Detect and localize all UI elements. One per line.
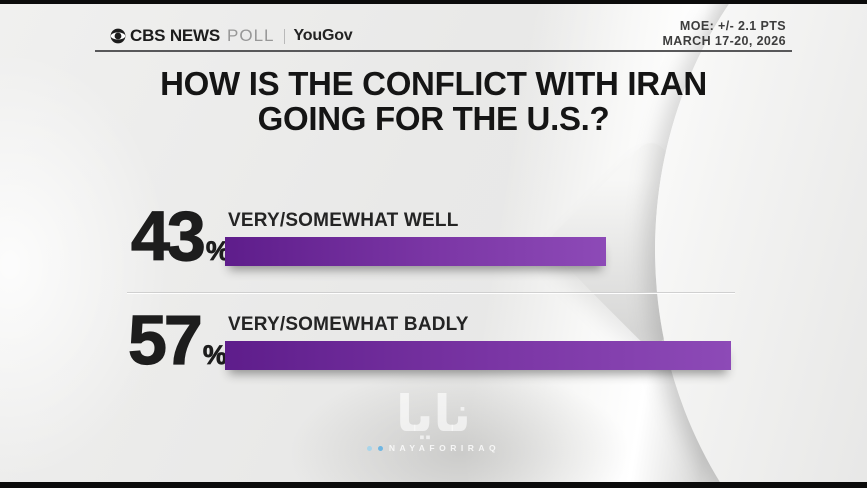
- cbs-eye-icon: [110, 28, 126, 44]
- top-letterbox-strip: [0, 0, 867, 4]
- bar-value-badly-number: 57: [127, 301, 203, 379]
- title-line-2: GOING FOR THE U.S.?: [257, 100, 610, 137]
- bar-badly: [225, 341, 731, 370]
- station-watermark: نايا NAYAFORIRAQ: [0, 388, 867, 453]
- bar-value-well-number: 43: [130, 197, 206, 275]
- watermark-dot-icon: [366, 445, 372, 451]
- brand-lockup: CBS NEWS POLL YouGov: [110, 26, 353, 46]
- bar-value-well: 43%: [130, 200, 230, 280]
- bar-well: [225, 237, 606, 266]
- bar-value-badly: 57%: [127, 304, 227, 384]
- field-dates: MARCH 17-20, 2026: [662, 34, 786, 48]
- brand-yougov: YouGov: [293, 27, 353, 44]
- percent-sign: %: [202, 340, 227, 371]
- moe-line: MOE: +/- 2.1 PTS: [679, 19, 786, 33]
- bottom-letterbox-strip: [0, 482, 867, 488]
- rows-divider: [127, 292, 735, 294]
- watermark-arabic-logo: نايا: [395, 385, 472, 443]
- watermark-latin-text: NAYAFORIRAQ: [388, 443, 501, 453]
- brand-poll: POLL: [227, 26, 275, 45]
- bar-label-badly: VERY/SOMEWHAT BADLY: [228, 314, 469, 335]
- watermark-latin-row: NAYAFORIRAQ: [0, 443, 867, 453]
- bar-label-well: VERY/SOMEWHAT WELL: [228, 210, 459, 231]
- brand-divider: [283, 28, 285, 44]
- brand-cbs-news: CBS NEWS: [130, 26, 221, 45]
- header-rule: [95, 50, 792, 52]
- title-line-1: HOW IS THE CONFLICT WITH IRAN: [160, 65, 707, 102]
- moe-block: MOE: +/- 2.1 PTS MARCH 17-20, 2026: [662, 19, 786, 49]
- page-title: HOW IS THE CONFLICT WITH IRAN GOING FOR …: [0, 66, 867, 136]
- watermark-dot-icon: [377, 445, 383, 451]
